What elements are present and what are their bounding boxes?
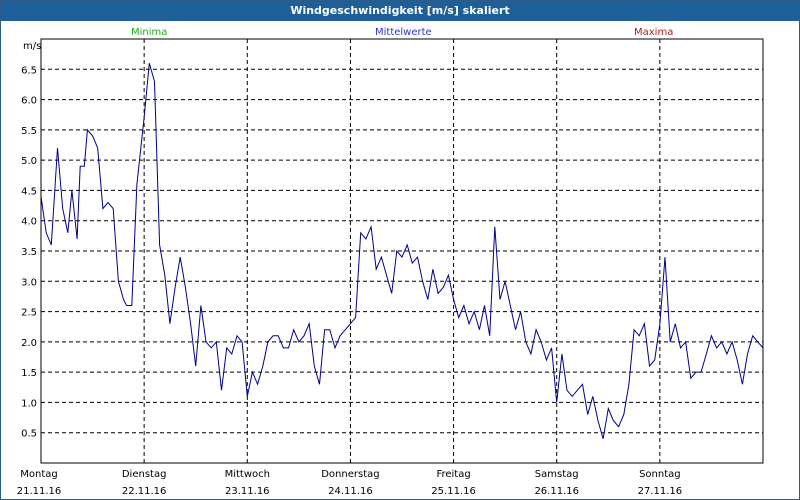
plot-frame xyxy=(40,38,764,464)
legend-maxima: Maxima xyxy=(634,27,674,38)
x-tick-date: 24.11.16 xyxy=(328,486,373,497)
x-tick-day: Donnerstag xyxy=(321,469,379,480)
y-axis: 0.5 1.0 1.5 2.0 2.5 3.0 3.5 4.0 4.5 5.0 5.5 6.0 6.5 xyxy=(21,65,37,439)
y-tick-label: 0.5 xyxy=(21,429,37,440)
legend-mittelwerte: Mittelwerte xyxy=(375,27,432,38)
x-tick-day: Freitag xyxy=(436,469,470,480)
y-tick-label: 1.5 xyxy=(21,368,37,379)
y-tick-label: 4.5 xyxy=(21,186,37,197)
y-tick-label: 4.0 xyxy=(21,217,37,228)
x-tick-date: 25.11.16 xyxy=(431,486,476,497)
x-tick-date: 27.11.16 xyxy=(638,486,683,497)
series-line-mittelwerte xyxy=(40,63,764,439)
x-tick-date: 26.11.16 xyxy=(534,486,579,497)
y-tick-label: 5.0 xyxy=(21,156,37,167)
x-axis: Montag 21.11.16 Dienstag 22.11.16 Mittwoch 23… xyxy=(17,469,682,497)
x-tick-day: Sonntag xyxy=(639,469,681,480)
x-tick-day: Mittwoch xyxy=(225,469,270,480)
y-tick-label: 1.0 xyxy=(21,398,37,409)
x-tick-date: 22.11.16 xyxy=(122,486,167,497)
y-tick-label: 2.0 xyxy=(21,338,37,349)
x-tick-day: Dienstag xyxy=(122,469,167,480)
y-tick-label: 3.0 xyxy=(21,277,37,288)
y-tick-label: 3.5 xyxy=(21,247,37,258)
x-tick-date: 23.11.16 xyxy=(225,486,270,497)
y-tick-label: 6.5 xyxy=(21,65,37,76)
y-tick-label: 2.5 xyxy=(21,308,37,319)
window-title: Windgeschwindigkeit [m/s] skaliert xyxy=(1,1,799,21)
y-tick-label: 5.5 xyxy=(21,126,37,137)
chart-grid xyxy=(41,39,763,463)
y-tick-label: 6.0 xyxy=(21,96,37,107)
y-axis-label: m/s xyxy=(23,41,41,52)
x-tick-date: 21.11.16 xyxy=(17,486,62,497)
x-tick-day: Montag xyxy=(20,469,57,480)
legend-minima: Minima xyxy=(131,27,168,38)
x-tick-day: Samstag xyxy=(535,469,579,480)
